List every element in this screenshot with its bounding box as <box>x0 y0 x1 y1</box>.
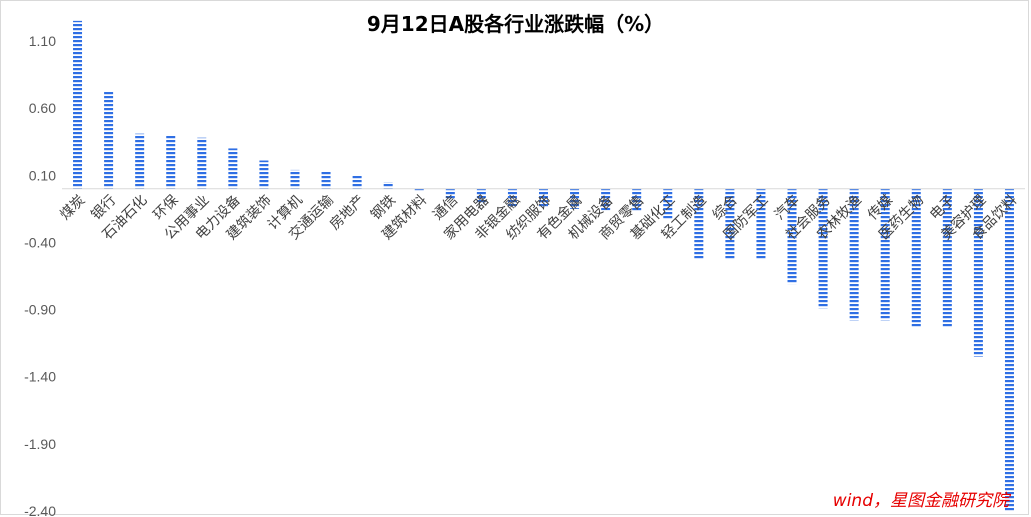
source-note: wind，星图金融研究院 <box>832 491 1009 511</box>
x-category-label: 房地产 <box>327 192 368 233</box>
bar <box>725 188 735 260</box>
bar <box>290 169 300 189</box>
y-tick-label: 0.10 <box>29 167 56 183</box>
bar <box>911 188 921 328</box>
bar <box>694 188 704 260</box>
y-tick-label: -1.40 <box>24 369 56 385</box>
chart-title: 9月12日A股各行业涨跌幅（%） <box>366 12 665 36</box>
bar <box>601 188 611 211</box>
bar <box>383 182 393 189</box>
bar <box>197 137 207 189</box>
bar <box>849 188 859 321</box>
bar <box>414 188 424 192</box>
y-tick-label: -1.90 <box>24 436 56 452</box>
bar <box>973 188 983 357</box>
y-tick-label: 1.10 <box>29 33 56 49</box>
bar <box>259 160 269 189</box>
bar <box>507 188 517 207</box>
bar <box>321 171 331 189</box>
bar <box>352 175 362 189</box>
y-tick-label: -0.90 <box>24 302 56 318</box>
bar <box>104 92 114 189</box>
bar <box>539 188 548 208</box>
bar <box>228 148 238 189</box>
y-tick-label: -0.40 <box>24 234 56 250</box>
bar <box>570 188 580 209</box>
bar <box>880 188 890 321</box>
bar <box>787 188 797 285</box>
bar <box>166 135 176 189</box>
bar <box>1004 188 1014 511</box>
bar <box>476 188 486 204</box>
bar <box>663 188 673 220</box>
bar <box>756 188 766 260</box>
bar <box>632 188 642 212</box>
bar <box>73 20 83 189</box>
y-tick-label: 0.60 <box>29 100 56 116</box>
y-axis: 1.10 0.60 0.10 -0.40 -0.90 -1.40 -1.90 -2.40 <box>24 33 56 517</box>
y-tick-label: -2.40 <box>24 503 56 517</box>
bar <box>818 188 828 309</box>
bars <box>73 20 1014 511</box>
bar <box>445 188 455 200</box>
bar <box>135 133 145 189</box>
x-category-label: 煤炭 <box>57 192 88 223</box>
bar <box>942 188 952 328</box>
